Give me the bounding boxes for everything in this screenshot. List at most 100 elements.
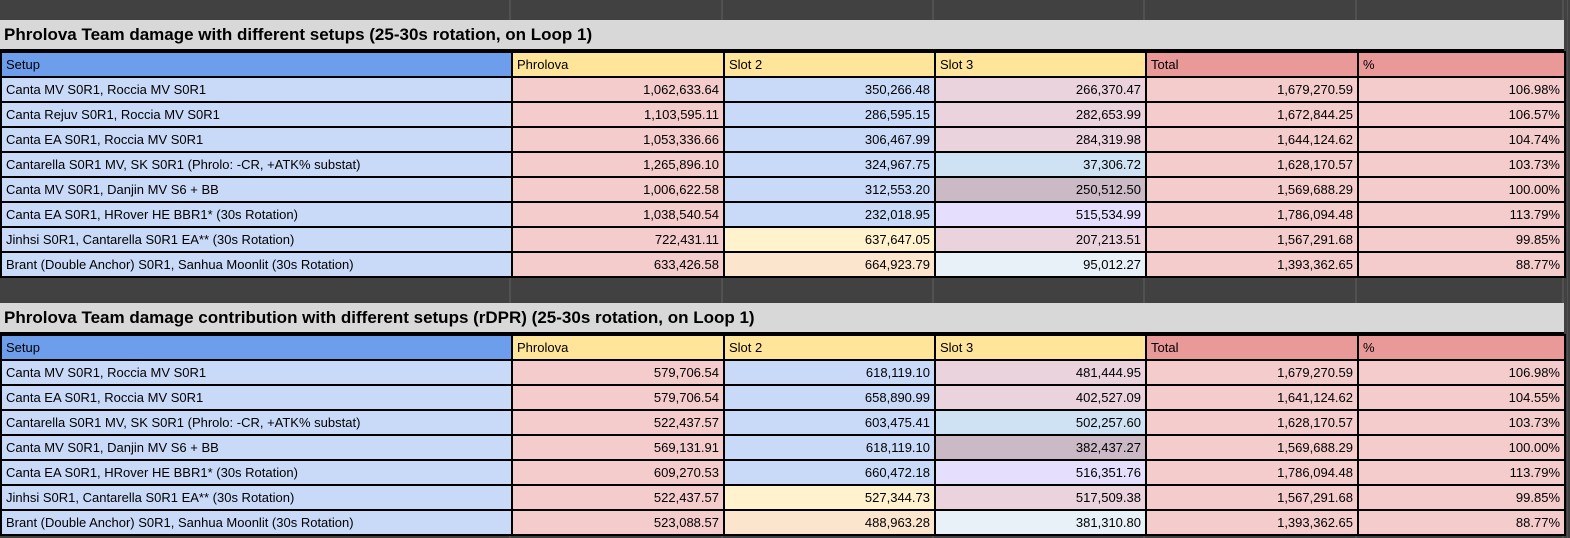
value-cell[interactable]: 286,595.15 [723,101,936,128]
value-cell[interactable]: 104.55% [1357,384,1566,411]
value-cell[interactable]: 1,006,622.58 [511,176,725,203]
value-cell[interactable]: 517,509.38 [934,484,1147,511]
value-cell[interactable]: 95,012.27 [934,251,1147,278]
value-cell[interactable]: 99.85% [1357,226,1566,253]
column-header-total[interactable]: Total [1145,334,1359,361]
value-cell[interactable]: 100.00% [1357,176,1566,203]
value-cell[interactable]: 1,265,896.10 [511,151,725,178]
setup-cell[interactable]: Canta Rejuv S0R1, Roccia MV S0R1 [0,101,513,128]
value-cell[interactable]: 527,344.73 [723,484,936,511]
value-cell[interactable]: 1,567,291.68 [1145,484,1359,511]
value-cell[interactable]: 609,270.53 [511,459,725,486]
column-header-phrolova[interactable]: Phrolova [511,51,725,78]
value-cell[interactable]: 312,553.20 [723,176,936,203]
value-cell[interactable]: 488,963.28 [723,509,936,536]
table-1-title[interactable]: Phrolova Team damage with different setu… [0,20,1564,51]
value-cell[interactable]: 1,393,362.65 [1145,251,1359,278]
setup-cell[interactable]: Canta EA S0R1, Roccia MV S0R1 [0,126,513,153]
value-cell[interactable]: 88.77% [1357,251,1566,278]
setup-cell[interactable]: Canta MV S0R1, Roccia MV S0R1 [0,76,513,103]
setup-cell[interactable]: Cantarella S0R1 MV, SK S0R1 (Phrolo: -CR… [0,151,513,178]
value-cell[interactable]: 232,018.95 [723,201,936,228]
value-cell[interactable]: 1,053,336.66 [511,126,725,153]
value-cell[interactable]: 250,512.50 [934,176,1147,203]
value-cell[interactable]: 1,393,362.65 [1145,509,1359,536]
value-cell[interactable]: 516,351.76 [934,459,1147,486]
value-cell[interactable]: 658,890.99 [723,384,936,411]
value-cell[interactable]: 660,472.18 [723,459,936,486]
value-cell[interactable]: 569,131.91 [511,434,725,461]
value-cell[interactable]: 722,431.11 [511,226,725,253]
value-cell[interactable]: 603,475.41 [723,409,936,436]
value-cell[interactable]: 324,967.75 [723,151,936,178]
value-cell[interactable]: 1,644,124.62 [1145,126,1359,153]
value-cell[interactable]: 306,467.99 [723,126,936,153]
setup-cell[interactable]: Cantarella S0R1 MV, SK S0R1 (Phrolo: -CR… [0,409,513,436]
column-header-slot-2[interactable]: Slot 2 [723,334,936,361]
column-header-slot-3[interactable]: Slot 3 [934,334,1147,361]
value-cell[interactable]: 382,437.27 [934,434,1147,461]
column-header-[interactable]: % [1357,334,1566,361]
value-cell[interactable]: 1,038,540.54 [511,201,725,228]
value-cell[interactable]: 618,119.10 [723,434,936,461]
value-cell[interactable]: 88.77% [1357,509,1566,536]
value-cell[interactable]: 1,567,291.68 [1145,226,1359,253]
value-cell[interactable]: 522,437.57 [511,409,725,436]
setup-cell[interactable]: Canta MV S0R1, Roccia MV S0R1 [0,359,513,386]
column-header-setup[interactable]: Setup [0,51,513,78]
column-header-slot-3[interactable]: Slot 3 [934,51,1147,78]
value-cell[interactable]: 664,923.79 [723,251,936,278]
value-cell[interactable]: 1,641,124.62 [1145,384,1359,411]
setup-cell[interactable]: Canta MV S0R1, Danjin MV S6 + BB [0,176,513,203]
value-cell[interactable]: 113.79% [1357,201,1566,228]
setup-cell[interactable]: Jinhsi S0R1, Cantarella S0R1 EA** (30s R… [0,484,513,511]
value-cell[interactable]: 1,786,094.48 [1145,459,1359,486]
column-header-phrolova[interactable]: Phrolova [511,334,725,361]
value-cell[interactable]: 99.85% [1357,484,1566,511]
value-cell[interactable]: 103.73% [1357,151,1566,178]
value-cell[interactable]: 104.74% [1357,126,1566,153]
value-cell[interactable]: 381,310.80 [934,509,1147,536]
value-cell[interactable]: 1,628,170.57 [1145,151,1359,178]
column-header-[interactable]: % [1357,51,1566,78]
column-header-total[interactable]: Total [1145,51,1359,78]
value-cell[interactable]: 113.79% [1357,459,1566,486]
table-2-title[interactable]: Phrolova Team damage contribution with d… [0,303,1564,334]
value-cell[interactable]: 515,534.99 [934,201,1147,228]
value-cell[interactable]: 103.73% [1357,409,1566,436]
value-cell[interactable]: 1,569,688.29 [1145,176,1359,203]
setup-cell[interactable]: Canta MV S0R1, Danjin MV S6 + BB [0,434,513,461]
value-cell[interactable]: 618,119.10 [723,359,936,386]
setup-cell[interactable]: Canta EA S0R1, Roccia MV S0R1 [0,384,513,411]
value-cell[interactable]: 207,213.51 [934,226,1147,253]
value-cell[interactable]: 502,257.60 [934,409,1147,436]
value-cell[interactable]: 523,088.57 [511,509,725,536]
value-cell[interactable]: 633,426.58 [511,251,725,278]
column-header-slot-2[interactable]: Slot 2 [723,51,936,78]
setup-cell[interactable]: Canta EA S0R1, HRover HE BBR1* (30s Rota… [0,459,513,486]
value-cell[interactable]: 266,370.47 [934,76,1147,103]
value-cell[interactable]: 1,786,094.48 [1145,201,1359,228]
value-cell[interactable]: 1,062,633.64 [511,76,725,103]
value-cell[interactable]: 1,569,688.29 [1145,434,1359,461]
value-cell[interactable]: 282,653.99 [934,101,1147,128]
value-cell[interactable]: 1,103,595.11 [511,101,725,128]
value-cell[interactable]: 637,647.05 [723,226,936,253]
value-cell[interactable]: 350,266.48 [723,76,936,103]
value-cell[interactable]: 522,437.57 [511,484,725,511]
value-cell[interactable]: 284,319.98 [934,126,1147,153]
setup-cell[interactable]: Canta EA S0R1, HRover HE BBR1* (30s Rota… [0,201,513,228]
value-cell[interactable]: 481,444.95 [934,359,1147,386]
value-cell[interactable]: 1,679,270.59 [1145,359,1359,386]
value-cell[interactable]: 100.00% [1357,434,1566,461]
setup-cell[interactable]: Brant (Double Anchor) S0R1, Sanhua Moonl… [0,251,513,278]
value-cell[interactable]: 579,706.54 [511,359,725,386]
value-cell[interactable]: 1,628,170.57 [1145,409,1359,436]
setup-cell[interactable]: Brant (Double Anchor) S0R1, Sanhua Moonl… [0,509,513,536]
value-cell[interactable]: 106.98% [1357,359,1566,386]
setup-cell[interactable]: Jinhsi S0R1, Cantarella S0R1 EA** (30s R… [0,226,513,253]
value-cell[interactable]: 106.57% [1357,101,1566,128]
value-cell[interactable]: 37,306.72 [934,151,1147,178]
value-cell[interactable]: 1,672,844.25 [1145,101,1359,128]
value-cell[interactable]: 579,706.54 [511,384,725,411]
